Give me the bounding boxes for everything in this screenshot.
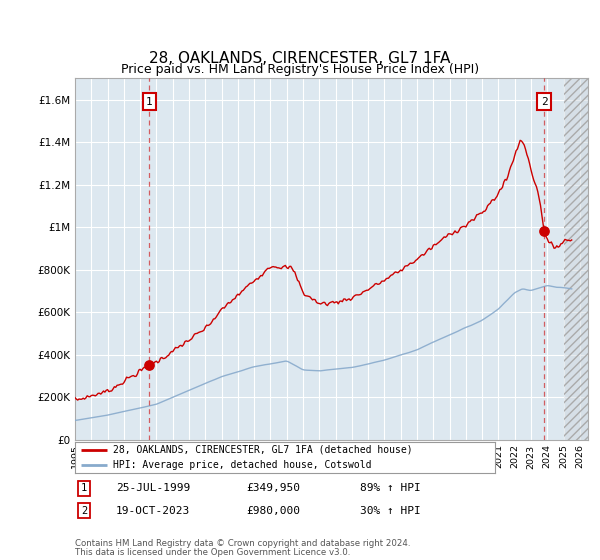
Bar — [563, 78, 588, 440]
Text: 19-OCT-2023: 19-OCT-2023 — [116, 506, 190, 516]
Text: 2: 2 — [81, 506, 87, 516]
Text: This data is licensed under the Open Government Licence v3.0.: This data is licensed under the Open Gov… — [75, 548, 350, 557]
Text: HPI: Average price, detached house, Cotswold: HPI: Average price, detached house, Cots… — [113, 460, 371, 470]
Text: 25-JUL-1999: 25-JUL-1999 — [116, 483, 190, 493]
Text: 2: 2 — [541, 97, 547, 107]
Text: £980,000: £980,000 — [246, 506, 300, 516]
Text: Contains HM Land Registry data © Crown copyright and database right 2024.: Contains HM Land Registry data © Crown c… — [75, 539, 410, 548]
Text: 1: 1 — [146, 97, 152, 107]
Bar — [563, 78, 588, 440]
Text: Price paid vs. HM Land Registry's House Price Index (HPI): Price paid vs. HM Land Registry's House … — [121, 63, 479, 77]
Text: 1: 1 — [81, 483, 87, 493]
Text: 30% ↑ HPI: 30% ↑ HPI — [359, 506, 421, 516]
Text: 89% ↑ HPI: 89% ↑ HPI — [359, 483, 421, 493]
Text: 28, OAKLANDS, CIRENCESTER, GL7 1FA (detached house): 28, OAKLANDS, CIRENCESTER, GL7 1FA (deta… — [113, 445, 412, 455]
Text: 28, OAKLANDS, CIRENCESTER, GL7 1FA: 28, OAKLANDS, CIRENCESTER, GL7 1FA — [149, 51, 451, 66]
Point — [539, 227, 549, 236]
Text: £349,950: £349,950 — [246, 483, 300, 493]
Point — [145, 361, 154, 370]
